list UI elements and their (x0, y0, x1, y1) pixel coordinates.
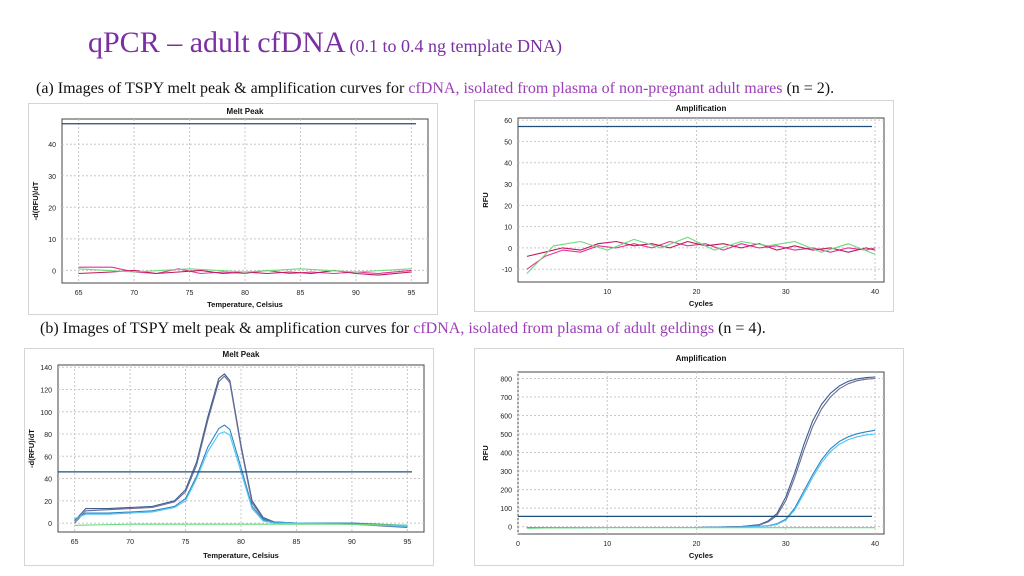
melt-peak-chart-b: 0 20 40 60 80 100 120 140 65 70 75 80 85 90 95 Melt Pea… (24, 348, 434, 566)
y-tick-label: 100 (40, 410, 52, 417)
y-tick-label: 40 (48, 142, 56, 149)
plot-area (517, 117, 885, 283)
x-tick-label: 70 (126, 539, 134, 546)
y-tick-label: 20 (48, 205, 56, 212)
x-tick-label: 90 (348, 539, 356, 546)
y-tick-label: 500 (500, 432, 512, 439)
x-tick-label: 40 (871, 541, 879, 548)
x-tick-label: 95 (403, 539, 411, 546)
y-tick-label: 0 (508, 246, 512, 253)
y-tick-label: 50 (504, 139, 512, 146)
y-tick-label: 60 (504, 118, 512, 125)
x-tick-label: 10 (603, 541, 611, 548)
x-tick-label: 30 (782, 541, 790, 548)
y-tick-label: 20 (44, 499, 52, 506)
amplification-chart-b: 0 100 200 300 400 500 600 700 800 0 10 20 30 40 Amplif… (474, 348, 904, 566)
y-tick-label: 600 (500, 414, 512, 421)
x-tick-label: 85 (297, 290, 305, 297)
chart-title: Melt Peak (223, 350, 260, 359)
caption-b: (b) Images of TSPY melt peak & amplifica… (40, 320, 766, 338)
x-tick-label: 80 (241, 290, 249, 297)
caption-b-highlight: cfDNA, isolated from plasma of adult gel… (413, 320, 715, 337)
caption-b-prefix: (b) Images of TSPY melt peak & amplifica… (40, 320, 414, 337)
y-tick-label: 30 (504, 182, 512, 189)
x-axis-label: Temperature, Celsius (203, 551, 279, 560)
y-axis-label: RFU (481, 445, 490, 460)
y-tick-label: 800 (500, 376, 512, 383)
y-tick-label: 100 (500, 506, 512, 513)
y-tick-label: 10 (48, 237, 56, 244)
y-tick-label: 10 (504, 225, 512, 232)
x-tick-label: 40 (871, 289, 879, 296)
caption-a-highlight: cfDNA, isolated from plasma of non-pregn… (408, 80, 783, 97)
x-tick-label: 30 (782, 289, 790, 296)
series-line-4 (74, 431, 408, 527)
y-tick-label: -10 (502, 267, 512, 274)
series-line-3 (74, 424, 408, 526)
x-tick-label: 85 (293, 539, 301, 546)
x-tick-label: 70 (130, 290, 138, 297)
y-axis-label: -d(RFU)/dT (31, 181, 40, 220)
x-tick-label: 90 (352, 290, 360, 297)
y-tick-label: 40 (44, 477, 52, 484)
x-tick-label: 75 (186, 290, 194, 297)
amplification-chart-a: -10 0 10 20 30 40 50 60 10 20 30 40 Amplification Cyc… (474, 100, 894, 312)
y-tick-label: 0 (508, 525, 512, 532)
x-tick-label: 0 (516, 541, 520, 548)
y-tick-label: 80 (44, 432, 52, 439)
caption-a-suffix: (n = 2). (782, 80, 835, 97)
caption-b-suffix: (n = 4). (714, 320, 766, 337)
y-tick-label: 0 (48, 521, 52, 528)
caption-a: (a) Images of TSPY melt peak & amplifica… (36, 80, 834, 98)
y-tick-label: 40 (504, 161, 512, 168)
chart-title: Amplification (676, 104, 727, 113)
melt-peak-chart-a: 0 10 20 30 40 65 70 75 80 85 90 95 Melt Peak Temperat… (28, 103, 438, 315)
y-tick-label: 120 (40, 387, 52, 394)
chart-title: Amplification (676, 354, 727, 363)
x-tick-label: 10 (603, 289, 611, 296)
y-tick-label: 400 (500, 451, 512, 458)
x-axis-label: Cycles (689, 299, 713, 308)
x-axis-label: Temperature, Celsius (207, 300, 283, 309)
slide-title-sub: (0.1 to 0.4 ng template DNA) (349, 36, 562, 56)
y-axis-label: -d(RFU)/dT (27, 429, 36, 468)
x-tick-label: 75 (182, 539, 190, 546)
slide-title: qPCR – adult cfDNA (0.1 to 0.4 ng templat… (88, 26, 562, 60)
x-tick-label: 20 (693, 541, 701, 548)
x-tick-label: 65 (75, 290, 83, 297)
series-line-3 (526, 236, 876, 274)
y-tick-label: 140 (40, 365, 52, 372)
x-axis-label: Cycles (689, 551, 713, 560)
y-tick-label: 60 (44, 454, 52, 461)
chart-title: Melt Peak (227, 107, 264, 116)
y-tick-label: 20 (504, 203, 512, 210)
caption-a-prefix: (a) Images of TSPY melt peak & amplifica… (36, 80, 409, 97)
y-tick-label: 30 (48, 174, 56, 181)
x-tick-label: 95 (407, 290, 415, 297)
series-line-5 (74, 523, 408, 526)
x-tick-label: 65 (71, 539, 79, 546)
x-tick-label: 80 (237, 539, 245, 546)
slide-title-main: qPCR – adult cfDNA (88, 26, 346, 59)
y-axis-label: RFU (481, 192, 490, 207)
x-tick-label: 20 (693, 289, 701, 296)
y-tick-label: 0 (52, 268, 56, 275)
series-line-3 (78, 268, 412, 273)
y-tick-label: 200 (500, 488, 512, 495)
y-tick-label: 700 (500, 395, 512, 402)
y-tick-label: 300 (500, 469, 512, 476)
